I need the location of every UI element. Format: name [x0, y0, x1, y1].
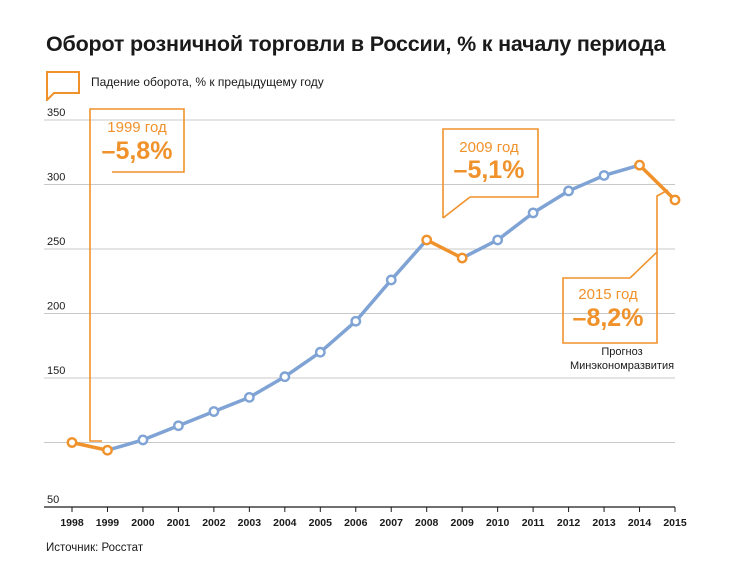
series-segment	[495, 211, 535, 242]
x-tick-label: 2009	[450, 517, 474, 529]
series-segment	[212, 395, 252, 414]
callout-value-label: –8,2%	[573, 304, 644, 332]
callout-year-label: 2015 год	[578, 286, 638, 303]
data-point-2003	[243, 391, 255, 403]
x-tick-label: 2005	[309, 517, 333, 529]
x-tick-label: 2008	[415, 517, 439, 529]
data-point-2010	[492, 234, 504, 246]
data-point-2012	[563, 185, 574, 197]
data-point-2008	[421, 234, 433, 246]
x-tick-label: 2000	[131, 517, 155, 529]
data-point-2014	[634, 159, 645, 171]
series-segment	[141, 423, 181, 442]
x-tick-label: 1998	[60, 517, 84, 529]
data-point-1998	[66, 437, 78, 448]
series-segment	[566, 173, 606, 193]
callout-box-2009	[442, 128, 539, 218]
data-point-2011	[527, 207, 539, 219]
series-segment	[354, 278, 393, 323]
data-point-2007	[385, 274, 397, 286]
x-tick-label: 2006	[344, 517, 368, 529]
data-point-2015	[669, 194, 681, 206]
x-axis-ticks: 1998 1999 2000 2001 2002 2003 2004 2005 2006 2007…	[60, 507, 687, 529]
data-point-2001	[173, 420, 184, 432]
data-point-2013	[598, 170, 610, 181]
data-point-2004	[279, 371, 291, 383]
data-point-2005	[314, 346, 326, 358]
y-tick-label: 50	[47, 494, 59, 506]
callout-box-2015	[562, 189, 669, 344]
x-tick-label: 2010	[486, 517, 510, 529]
decline-segment	[637, 163, 677, 202]
callout-year-label: 1999 год	[107, 119, 167, 136]
x-tick-label: 2003	[238, 517, 262, 529]
series-segment	[531, 189, 571, 215]
series-lines	[70, 163, 677, 452]
decline-segment	[424, 238, 464, 260]
data-point-2000	[137, 434, 149, 446]
data-point-2009	[456, 252, 468, 264]
y-tick-label: 300	[47, 172, 65, 184]
callout-value-label: –5,8%	[102, 137, 173, 165]
series-segment	[460, 238, 500, 260]
series-segment	[389, 238, 429, 282]
x-tick-label: 2011	[522, 517, 545, 529]
x-tick-label: 1999	[96, 517, 120, 529]
y-tick-label: 250	[47, 236, 65, 248]
forecast-note-line: Прогноз	[601, 346, 642, 358]
x-tick-label: 2002	[202, 517, 226, 529]
x-tick-label: 2004	[273, 517, 297, 529]
forecast-note-line: Минэкономразвития	[570, 360, 674, 372]
callouts: 1999 год–5,8% 2009 год–5,1% 2015 год–8,2% П…	[89, 108, 674, 442]
series-segment	[602, 163, 642, 178]
source-note: Источник: Росстат	[46, 542, 144, 554]
x-tick-label: 2015	[663, 517, 687, 529]
y-axis-ticks: 50 150 200 250 300 350	[47, 107, 65, 506]
y-tick-label: 350	[47, 107, 65, 119]
x-tick-label: 2012	[557, 517, 581, 529]
callout-box-1999	[89, 108, 185, 442]
callout-value-label: –5,1%	[454, 156, 525, 184]
y-tick-label: 150	[47, 365, 65, 377]
x-tick-label: 2007	[380, 517, 404, 529]
x-tick-label: 2013	[592, 517, 616, 529]
callout-pointer-2009	[442, 196, 471, 219]
data-point-2002	[208, 406, 220, 417]
legend-callout-icon	[46, 71, 80, 101]
series-segment	[283, 350, 323, 379]
x-tick-label: 2014	[628, 517, 652, 529]
y-tick-label: 200	[47, 301, 65, 313]
grid	[44, 119, 675, 508]
series-segment	[105, 438, 145, 452]
series-segment	[176, 409, 216, 428]
decline-segment	[70, 440, 110, 452]
x-tick-label: 2001	[167, 517, 191, 529]
legend-label: Падение оборота, % к предыдущему году	[91, 75, 324, 89]
callout-year-label: 2009 год	[459, 139, 519, 156]
data-point-1999	[102, 444, 113, 456]
data-points	[66, 159, 681, 456]
series-segment	[318, 319, 358, 354]
chart-title: Оборот розничной торговли в России, % к …	[46, 32, 666, 56]
series-segment	[247, 374, 287, 400]
data-point-2006	[350, 315, 362, 327]
